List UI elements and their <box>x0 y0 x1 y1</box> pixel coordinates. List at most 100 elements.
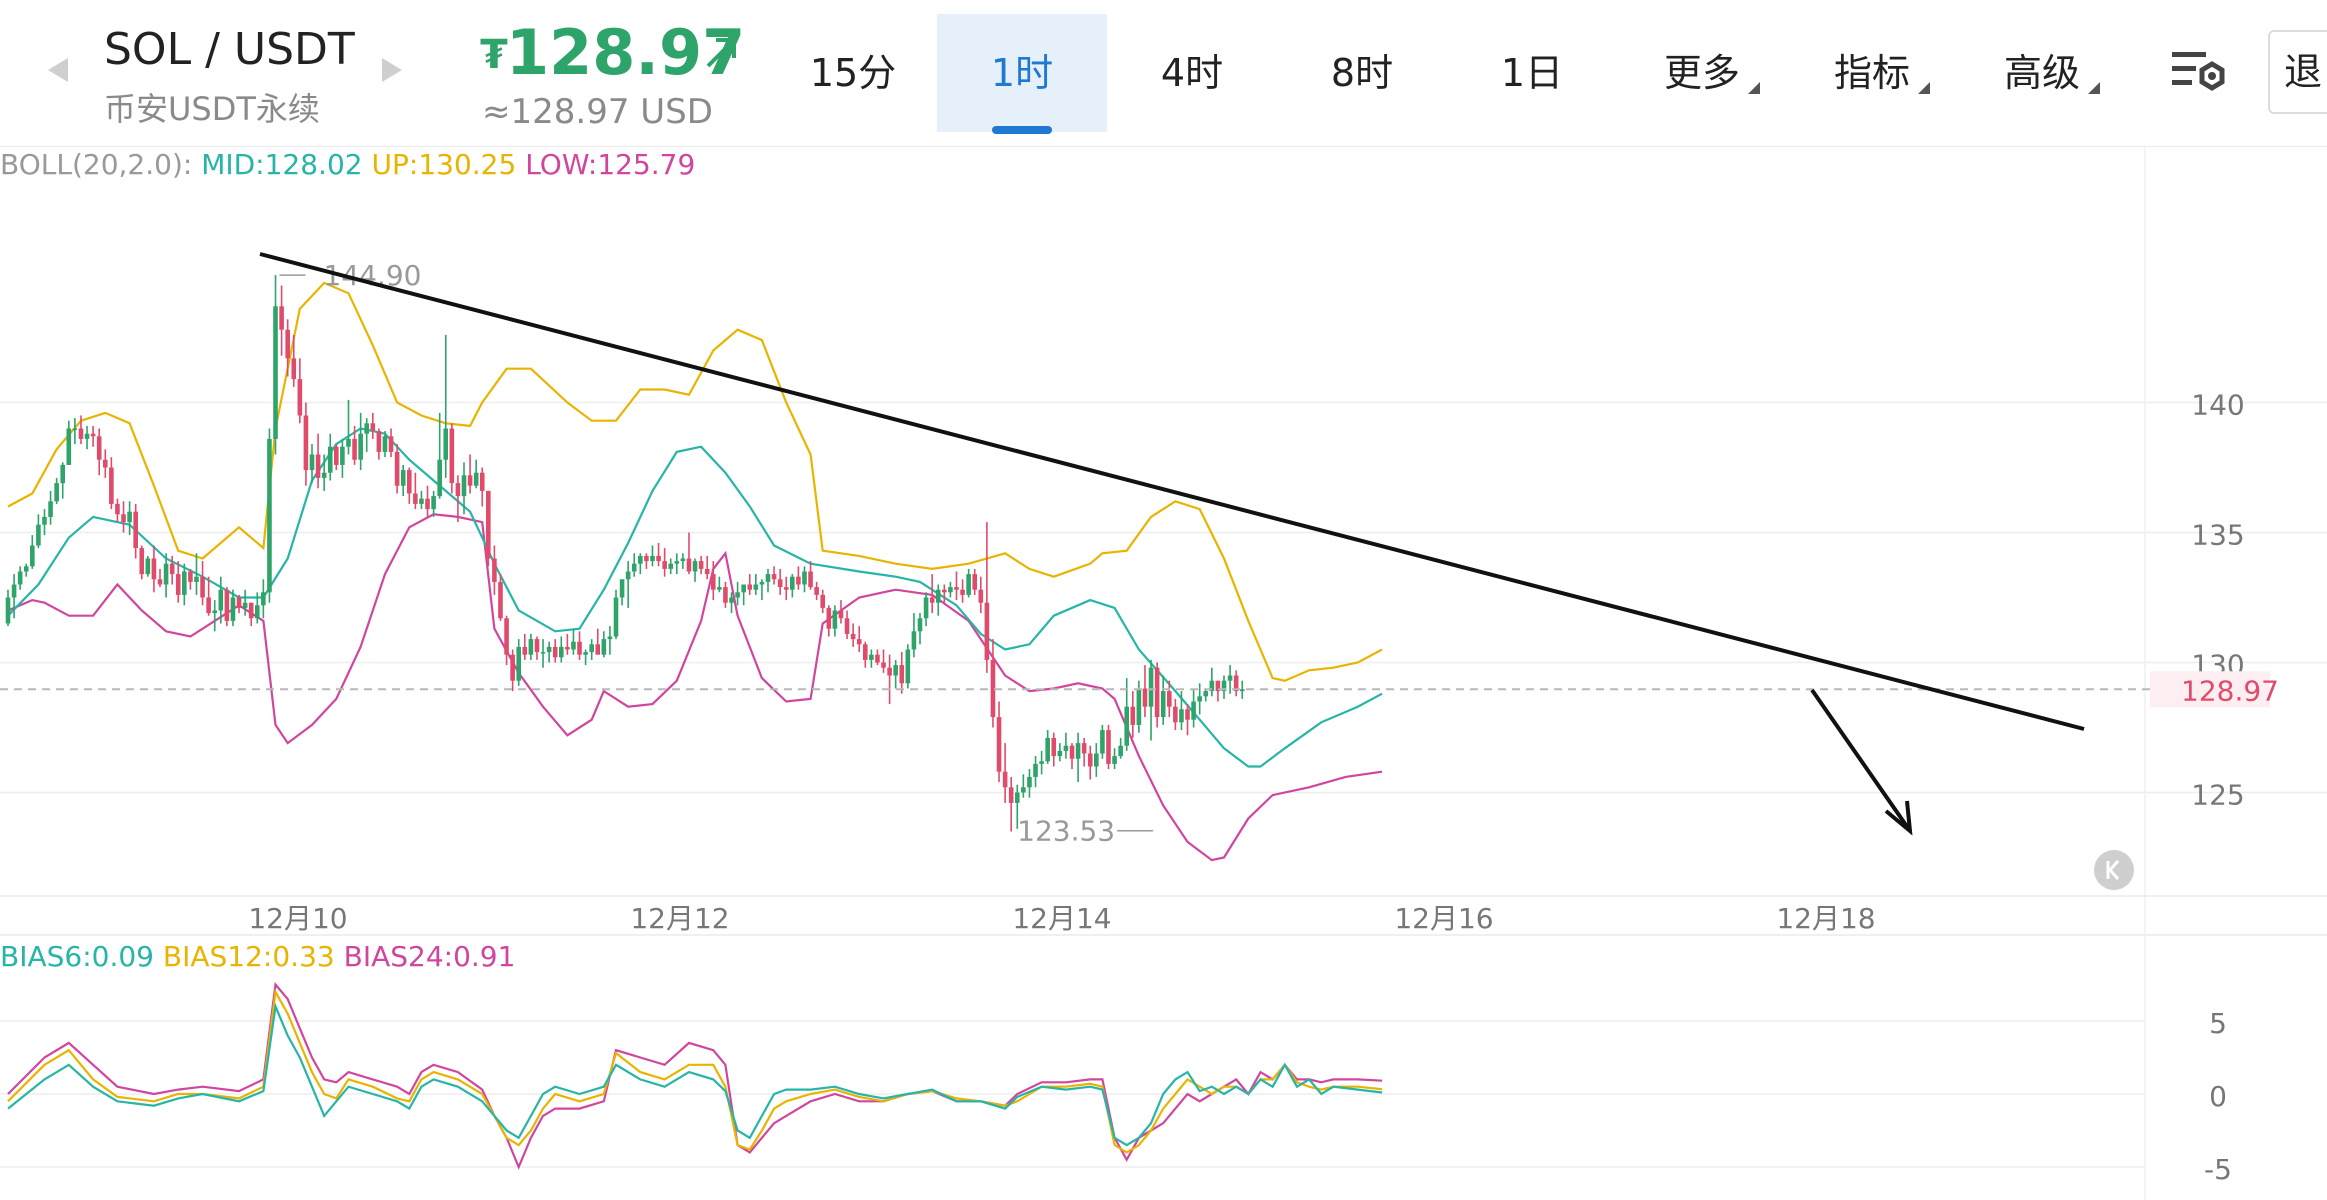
candle-body <box>194 576 199 582</box>
candle-body <box>796 576 801 585</box>
candle-body <box>1197 696 1202 702</box>
active-tab-indicator <box>992 126 1052 134</box>
candle-body <box>729 597 734 603</box>
left-arrow-icon[interactable] <box>48 58 68 82</box>
candle-body <box>1203 691 1209 697</box>
candle-body <box>1069 745 1075 759</box>
tab-more[interactable]: 更多 <box>1663 51 1740 95</box>
candle-body <box>498 581 503 619</box>
candle-body <box>960 589 965 595</box>
pair-name[interactable]: SOL / USDT <box>104 24 355 75</box>
price-usd: ≈128.97 USD <box>482 92 713 132</box>
candle-body <box>340 446 345 465</box>
candle-body <box>917 618 923 632</box>
candle-body <box>826 607 832 629</box>
candle-body <box>1014 792 1020 803</box>
candle-body <box>869 654 874 660</box>
candle-body <box>1185 709 1190 720</box>
candles-group <box>5 275 1245 832</box>
candle-body <box>54 483 59 502</box>
bias24-line <box>7 981 1383 1170</box>
candle-body <box>102 459 108 468</box>
candle-body <box>248 602 254 619</box>
candle-body <box>84 433 90 439</box>
chart-settings-icon[interactable] <box>2170 44 2228 100</box>
candle-body <box>650 555 655 562</box>
candle-body <box>48 501 53 517</box>
boll-label: BOLL(20,2.0): <box>0 148 193 181</box>
candle-body <box>443 428 449 460</box>
candle-body <box>169 563 175 575</box>
x-tick-label: 12月16 <box>1394 902 1493 935</box>
tab-4h[interactable]: 4时 <box>1160 51 1224 95</box>
tab-8h[interactable]: 8时 <box>1330 51 1394 95</box>
candle-body <box>577 641 582 655</box>
candle-body <box>425 498 430 510</box>
candle-body <box>267 438 272 593</box>
tab-1d[interactable]: 1日 <box>1500 51 1564 95</box>
current-price-label: 128.97 <box>2181 674 2279 707</box>
candle-body <box>601 639 607 655</box>
candle-body <box>206 597 211 614</box>
tab-advanced[interactable]: 高级 <box>2003 51 2080 95</box>
x-tick-label: 12月10 <box>248 902 347 935</box>
chart-header: SOL / USDT 币安USDT永续 ₮ 128.97 ≈128.97 USD… <box>0 0 2327 147</box>
candle-body <box>1087 753 1093 767</box>
candle-body <box>461 475 467 497</box>
candle-body <box>984 602 990 660</box>
candle-body <box>1118 745 1123 757</box>
candle-body <box>212 610 218 614</box>
dropdown-caret-icon <box>1748 82 1760 94</box>
candle-body <box>911 631 917 650</box>
arrow-head-icon <box>1884 800 1913 836</box>
right-arrow-icon[interactable] <box>382 58 402 82</box>
candle-body <box>1008 787 1014 803</box>
candle-body <box>741 584 746 593</box>
candle-body <box>540 652 546 654</box>
candle-body <box>875 654 880 663</box>
bias6-line <box>7 1002 1383 1147</box>
candle-body <box>832 610 838 629</box>
candle-body <box>1136 688 1142 725</box>
candle-body <box>1027 776 1032 788</box>
candle-body <box>1106 730 1111 764</box>
candle-body <box>656 555 661 562</box>
candle-body <box>42 516 47 525</box>
low-label: 123.53 <box>1017 815 1115 848</box>
candle-body <box>376 431 382 452</box>
boll-up-value: UP:130.25 <box>371 148 517 181</box>
arrow-line <box>1810 688 1910 830</box>
candle-body <box>127 511 132 523</box>
candle-body <box>1166 691 1172 707</box>
candle-body <box>242 602 248 608</box>
candle-body <box>1100 730 1105 754</box>
candle-body <box>309 454 315 471</box>
candle-body <box>200 576 205 598</box>
candle-body <box>36 524 41 546</box>
candle-body <box>698 561 704 569</box>
tab-1h[interactable]: 1时 <box>937 14 1107 132</box>
candle-body <box>419 498 424 504</box>
candle-body <box>948 587 953 593</box>
tab-15m[interactable]: 15分 <box>809 51 897 95</box>
candle-body <box>236 597 242 608</box>
candle-body <box>175 574 181 595</box>
current-price-tag <box>2150 671 2270 708</box>
candle-body <box>589 644 594 653</box>
candle-body <box>315 454 321 478</box>
exit-button[interactable]: 退 <box>2268 30 2327 114</box>
market-subtitle: 币安USDT永续 <box>104 90 320 128</box>
candle-body <box>96 436 102 460</box>
boll-upper-line <box>7 281 1383 682</box>
candle-body <box>552 646 558 658</box>
candle-body <box>455 483 461 497</box>
candle-body <box>735 592 740 598</box>
candle-body <box>565 646 570 650</box>
candle-body <box>413 493 418 504</box>
tab-indicators[interactable]: 指标 <box>1833 51 1910 95</box>
candle-body <box>814 587 819 595</box>
candle-body <box>182 571 187 595</box>
candle-body <box>680 558 686 562</box>
candle-body <box>972 574 978 590</box>
